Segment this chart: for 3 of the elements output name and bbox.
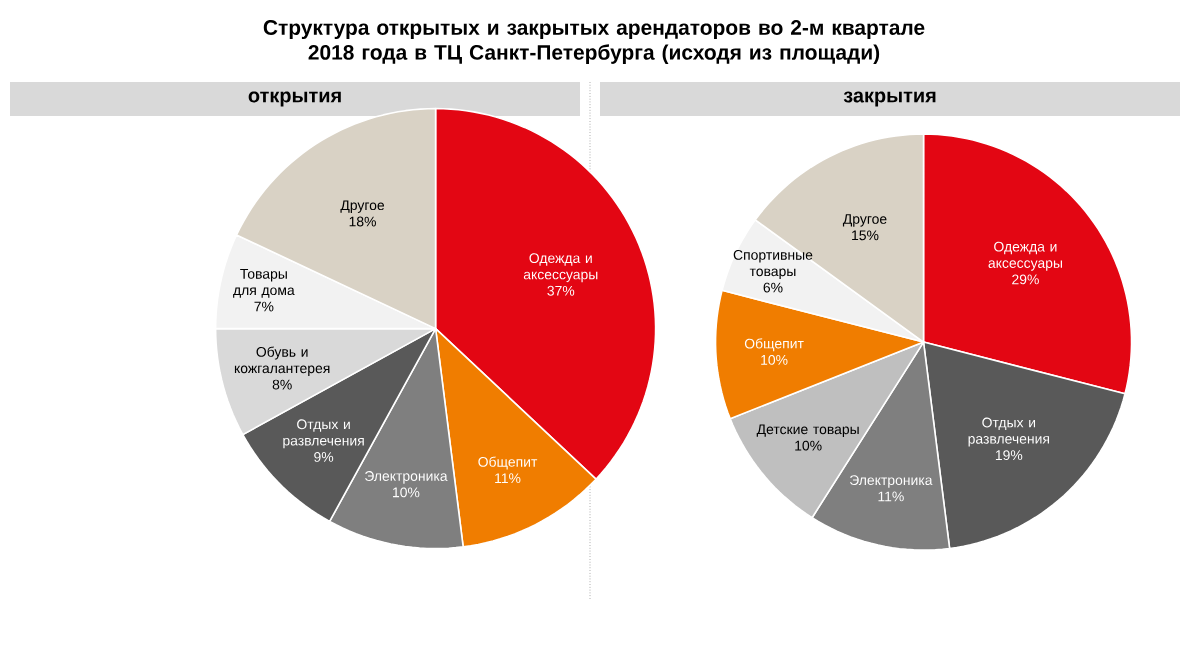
chart-subtitle: закрытия bbox=[843, 91, 936, 107]
chart-subtitle: открытия bbox=[248, 91, 341, 107]
chart-title: Структура открытых и закрытых арендаторов во 2-м квартале 2018 года в ТЦ Санкт-Петербурга (исходя из площади) bbox=[263, 20, 925, 64]
